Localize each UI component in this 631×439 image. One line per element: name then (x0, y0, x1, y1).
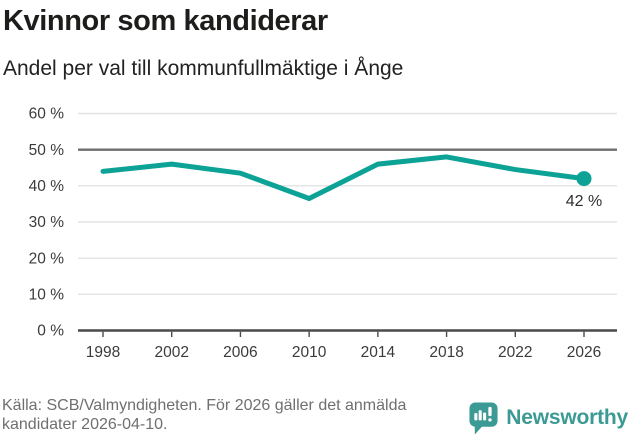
x-axis-label: 2002 (154, 344, 188, 361)
y-axis-label: 0 % (37, 323, 64, 340)
end-point-dot (576, 171, 592, 187)
y-axis-label: 30 % (29, 214, 65, 231)
footer: Källa: SCB/Valmyndigheten. För 2026 gäll… (2, 397, 628, 436)
chart-subtitle: Andel per val till kommunfullmäktige i Å… (3, 57, 404, 80)
x-axis-label: 2026 (567, 344, 601, 361)
data-line-women-candidates (100, 154, 587, 201)
x-axis-label: 2018 (429, 344, 463, 361)
x-axis-label: 2014 (361, 344, 396, 361)
newsworthy-logo[interactable]: Newsworthy (468, 400, 628, 436)
x-axis-label: 1998 (86, 344, 120, 361)
y-axis-label: 50 % (29, 142, 65, 159)
newsworthy-wordmark: Newsworthy (506, 406, 628, 429)
x-axis-label: 2010 (292, 344, 327, 361)
x-axis-label: 2006 (223, 344, 257, 361)
chart-title: Kvinnor som kandiderar (3, 5, 328, 37)
end-value-label: 42 % (566, 193, 602, 210)
y-axis-label: 20 % (29, 250, 65, 267)
newsworthy-icon (469, 402, 498, 435)
y-axis-label: 10 % (29, 287, 65, 304)
x-axis-label: 2022 (498, 344, 532, 361)
y-axis-label: 40 % (29, 178, 65, 195)
source-note: Källa: SCB/Valmyndigheten. För 2026 gäll… (2, 397, 407, 433)
y-axis-label: 60 % (29, 106, 65, 123)
